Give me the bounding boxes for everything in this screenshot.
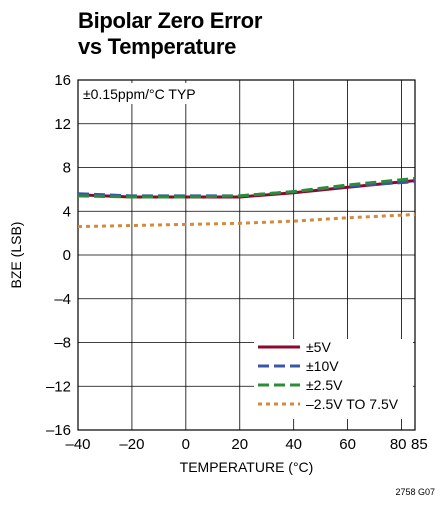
chart-title-line-1: Bipolar Zero Error xyxy=(78,8,263,33)
y-tick-label: 12 xyxy=(54,116,71,133)
y-tick-label: 8 xyxy=(63,160,71,177)
y-tick-label: 16 xyxy=(54,72,71,89)
x-tick-label: 20 xyxy=(231,436,248,453)
x-tick-label: –40 xyxy=(65,436,90,453)
annotation-text: ±0.15ppm/°C TYP xyxy=(83,86,196,102)
grid-lines xyxy=(78,80,415,430)
y-tick-label: –12 xyxy=(46,378,71,395)
y-tick-label: –16 xyxy=(46,422,71,439)
y-tick-label: 0 xyxy=(63,247,71,264)
x-tick-label: 80 xyxy=(390,436,407,453)
x-axis-label: TEMPERATURE (°C) xyxy=(180,459,314,475)
series-line-2 xyxy=(77,176,416,199)
y-tick-label: –8 xyxy=(54,335,71,352)
x-tick-label: –20 xyxy=(119,436,144,453)
y-tick-label: –4 xyxy=(54,291,71,308)
x-tick-label: 85 xyxy=(411,436,428,453)
series-line-1 xyxy=(77,180,416,198)
legend-background xyxy=(254,339,413,419)
x-tick-label: 60 xyxy=(339,436,356,453)
series-line-3 xyxy=(77,213,416,229)
chart-title: Bipolar Zero Error vs Temperature xyxy=(78,8,378,60)
legend: ±5V ±10V ±2.5V –2.5V TO 7.5V xyxy=(258,339,399,412)
plot-frame xyxy=(77,79,416,431)
y-tick-label: 4 xyxy=(63,203,71,220)
legend-label-2: ±2.5V xyxy=(306,377,343,393)
legend-label-0: ±5V xyxy=(306,339,331,355)
x-tick-label: 0 xyxy=(182,436,190,453)
y-axis-label: BZE (LSB) xyxy=(8,222,24,289)
figure-id: 2758 G07 xyxy=(395,487,435,497)
x-tick-label: 40 xyxy=(285,436,302,453)
annotation-background xyxy=(79,83,215,104)
chart-title-line-2: vs Temperature xyxy=(78,34,237,59)
legend-label-3: –2.5V TO 7.5V xyxy=(306,396,399,412)
series-layer xyxy=(77,176,416,229)
legend-label-1: ±10V xyxy=(306,358,339,374)
